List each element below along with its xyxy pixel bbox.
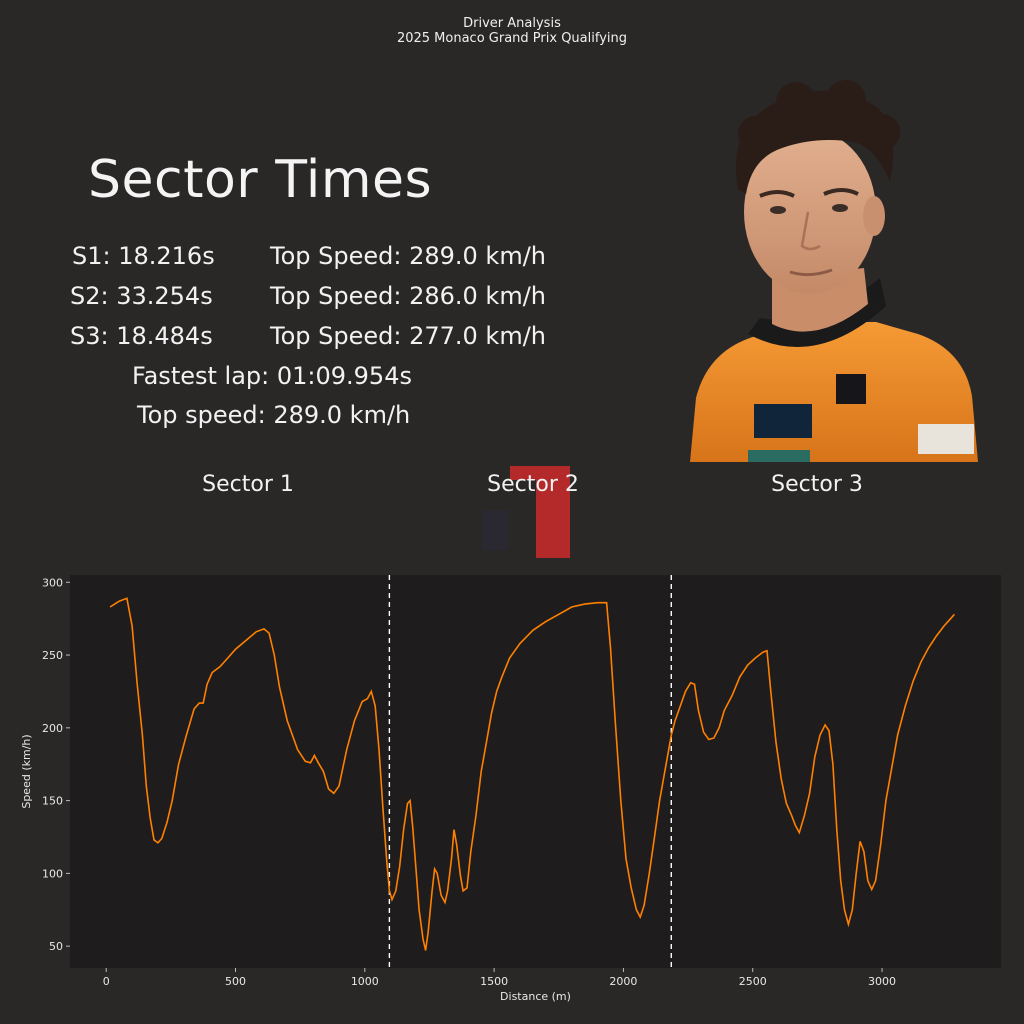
speed-trace-line [109,597,956,951]
y-tick-label: 150 [42,795,63,808]
x-tick-label: 3000 [868,975,896,988]
y-axis-label: Speed (km/h) [20,734,33,808]
sector-times-heading: Sector Times [88,150,433,210]
sector2-top-speed: Top Speed: 286.0 km/h [270,282,546,310]
x-tick-label: 2000 [609,975,637,988]
sector-boundaries [388,575,672,968]
x-tick-label: 500 [225,975,246,988]
sector3-top-speed: Top Speed: 277.0 km/h [270,322,546,350]
x-tick-label: 2500 [739,975,767,988]
x-tick-label: 1000 [351,975,379,988]
sector2-time: S2: 33.254s [70,282,213,310]
y-tick-label: 100 [42,867,63,880]
driver-portrait-icon [690,80,978,462]
chart-subtitle: 2025 Monaco Grand Prix Qualifying [396,31,628,46]
y-tick-label: 200 [42,722,63,735]
sector3-time: S3: 18.484s [70,322,213,350]
x-tick-label: 0 [103,975,110,988]
sector1-top-speed: Top Speed: 289.0 km/h [270,242,546,270]
x-axis-label: Distance (m) [500,990,571,1003]
sector-2-label: Sector 2 [487,472,579,497]
y-tick-label: 300 [42,576,63,589]
plot-area [70,575,1001,968]
y-axis: 50 100 150 200 250 300 [42,576,70,953]
chart-supertitle: Driver Analysis [463,16,561,31]
x-tick-label: 1500 [480,975,508,988]
fastest-lap: Fastest lap: 01:09.954s [132,362,412,390]
x-axis: 0 500 1000 1500 2000 2500 3000 [103,968,896,988]
team-logo-icon [482,466,570,558]
y-tick-label: 250 [42,649,63,662]
speed-trace-chart: 50 100 150 200 250 300 0 500 1000 1500 2000 2500 30… [20,575,1001,1003]
overall-top-speed: Top speed: 289.0 km/h [137,401,411,429]
sector-3-label: Sector 3 [771,472,863,497]
y-tick-label: 50 [49,940,63,953]
sector-1-label: Sector 1 [202,472,294,497]
sector1-time: S1: 18.216s [72,242,215,270]
